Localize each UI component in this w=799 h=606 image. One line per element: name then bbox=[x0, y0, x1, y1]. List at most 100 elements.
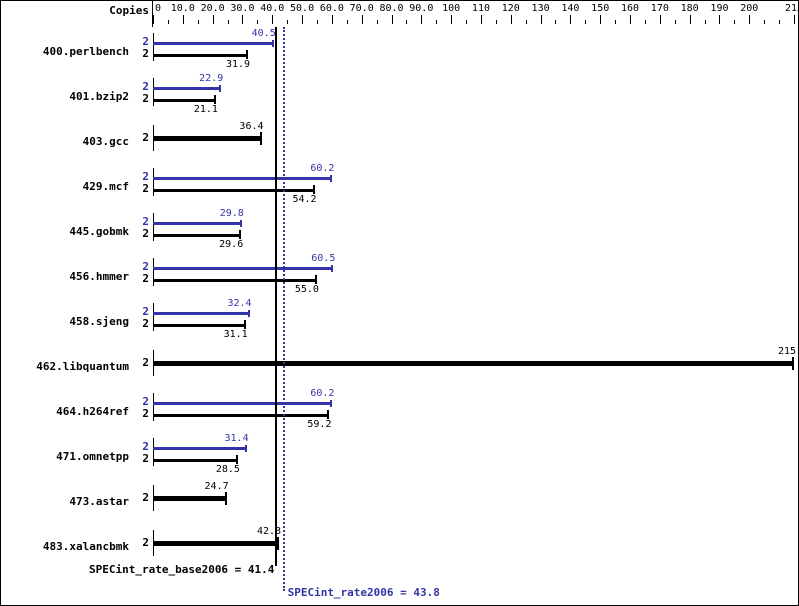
bar-base-line bbox=[153, 361, 794, 366]
bar-peak bbox=[153, 445, 247, 452]
bar-value-base: 59.2 bbox=[307, 419, 332, 430]
x-axis-minor-tick bbox=[406, 20, 408, 24]
bar-base bbox=[153, 492, 227, 505]
bar-peak bbox=[153, 310, 250, 317]
x-axis-tick-label: 160 bbox=[620, 3, 640, 14]
benchmark-name: 462.libquantum bbox=[36, 360, 129, 373]
x-axis-minor-tick bbox=[466, 20, 468, 24]
bar-value-peak: 29.8 bbox=[219, 208, 244, 219]
row-origin-tick bbox=[153, 33, 154, 61]
x-axis-tick-label: 100 bbox=[442, 3, 461, 14]
copies-value-base: 2 bbox=[142, 92, 149, 105]
bar-peak-endcap bbox=[330, 175, 333, 182]
benchmark-name: 458.sjeng bbox=[69, 315, 129, 328]
benchmark-row: 445.gobmk 2 29.8 2 29.6 bbox=[1, 208, 798, 256]
bar-peak-line bbox=[153, 267, 334, 270]
x-axis-major-tick bbox=[182, 15, 184, 24]
peak-mean-vertical-line bbox=[282, 27, 285, 591]
bar-base bbox=[153, 410, 330, 419]
x-axis-major-tick bbox=[421, 15, 423, 24]
x-axis-minor-tick bbox=[227, 20, 229, 24]
base-mean-vertical-line bbox=[275, 27, 278, 566]
copies-value-base: 2 bbox=[142, 47, 149, 60]
x-axis: 0 10.0 20.0 30.0 40.0 50.0 60.0 70.0 80.0 90.0 100… bbox=[152, 1, 798, 27]
benchmark-row: 464.h264ref 2 60.2 2 59.2 bbox=[1, 388, 798, 436]
bar-peak bbox=[153, 400, 333, 407]
x-axis-major-tick bbox=[570, 15, 572, 24]
bar-value-base: 21.1 bbox=[193, 104, 218, 115]
bar-peak-endcap bbox=[247, 310, 250, 317]
x-axis-tick-label: 140 bbox=[561, 3, 580, 14]
x-axis-minor-tick bbox=[197, 20, 199, 24]
x-axis-minor-tick bbox=[764, 20, 766, 24]
x-axis-minor-tick bbox=[495, 20, 497, 24]
x-axis-minor-tick bbox=[316, 20, 318, 24]
benchmark-name: 471.omnetpp bbox=[56, 450, 129, 463]
base-mean-summary: SPECint_rate_base2006 = 41.4 bbox=[88, 563, 275, 576]
x-axis-minor-tick bbox=[376, 20, 378, 24]
bar-base-line bbox=[153, 136, 262, 141]
bar-value-base: 42.3 bbox=[257, 526, 282, 537]
benchmark-row: 401.bzip2 2 22.9 2 21.1 bbox=[1, 73, 798, 121]
bar-base-endcap bbox=[213, 95, 216, 104]
bar-base-line bbox=[153, 414, 330, 417]
x-axis-tick-label: 50.0 bbox=[290, 3, 315, 14]
bar-value-base: 28.5 bbox=[215, 464, 240, 475]
bar-value-base: 215 bbox=[777, 346, 796, 357]
x-axis-tick-label: 200 bbox=[740, 3, 759, 14]
x-axis-major-tick bbox=[272, 15, 274, 24]
benchmark-name: 464.h264ref bbox=[56, 405, 129, 418]
bar-base-line bbox=[153, 234, 242, 237]
x-axis-tick-label: 190 bbox=[710, 3, 729, 14]
x-axis-major-tick bbox=[451, 15, 453, 24]
bar-base-endcap bbox=[259, 132, 262, 145]
x-axis-minor-tick bbox=[585, 20, 587, 24]
copies-value-peak: 2 bbox=[142, 170, 149, 183]
bar-base bbox=[153, 230, 242, 239]
benchmark-name: 473.astar bbox=[69, 495, 129, 508]
x-axis-minor-tick bbox=[615, 20, 617, 24]
benchmark-name: 456.hmmer bbox=[69, 270, 129, 283]
x-axis-tick-label: 10.0 bbox=[170, 3, 195, 14]
x-axis-tick-label: 180 bbox=[680, 3, 699, 14]
x-axis-minor-tick bbox=[644, 20, 646, 24]
x-axis-tick-label: 130 bbox=[531, 3, 550, 14]
x-axis-tick-label: 110 bbox=[471, 3, 490, 14]
bar-peak-endcap bbox=[330, 400, 333, 407]
bar-base-endcap bbox=[312, 185, 315, 194]
bar-peak-endcap bbox=[331, 265, 334, 272]
x-axis-minor-tick bbox=[346, 20, 348, 24]
x-axis-minor-tick bbox=[257, 20, 259, 24]
bar-base bbox=[153, 95, 216, 104]
copies-header-label: Copies bbox=[109, 4, 149, 17]
benchmark-row: 458.sjeng 2 32.4 2 31.1 bbox=[1, 298, 798, 346]
bar-value-base: 29.6 bbox=[219, 239, 244, 250]
bar-peak-line bbox=[153, 87, 222, 90]
row-origin-tick bbox=[153, 303, 154, 331]
bar-peak-line bbox=[153, 222, 242, 225]
benchmark-row: 456.hmmer 2 60.5 2 55.0 bbox=[1, 253, 798, 301]
x-axis-minor-tick bbox=[167, 20, 169, 24]
bar-value-base: 31.9 bbox=[226, 59, 251, 70]
bar-value-peak: 32.4 bbox=[227, 298, 252, 309]
bar-base-endcap bbox=[277, 537, 280, 550]
x-axis-tick-label: 215 bbox=[784, 3, 798, 14]
bar-base bbox=[153, 320, 246, 329]
copies-value-base: 2 bbox=[142, 131, 149, 144]
copies-value-base: 2 bbox=[142, 227, 149, 240]
x-axis-tick-label: 0 bbox=[155, 3, 162, 14]
bar-base bbox=[153, 185, 315, 194]
benchmark-name: 483.xalancbmk bbox=[42, 540, 129, 553]
bar-value-base: 31.1 bbox=[223, 329, 248, 340]
bar-base-line bbox=[153, 99, 216, 102]
copies-value-base: 2 bbox=[142, 272, 149, 285]
copies-value-peak: 2 bbox=[142, 215, 149, 228]
benchmark-row: 483.xalancbmk 2 42.3 bbox=[1, 526, 798, 571]
bar-peak bbox=[153, 175, 333, 182]
copies-value-peak: 2 bbox=[142, 395, 149, 408]
bar-value-base: 24.7 bbox=[204, 481, 229, 492]
bar-base bbox=[153, 132, 262, 145]
bar-base-endcap bbox=[314, 275, 317, 284]
benchmark-row: 403.gcc 2 36.4 bbox=[1, 121, 798, 166]
benchmark-row: 429.mcf 2 60.2 2 54.2 bbox=[1, 163, 798, 211]
